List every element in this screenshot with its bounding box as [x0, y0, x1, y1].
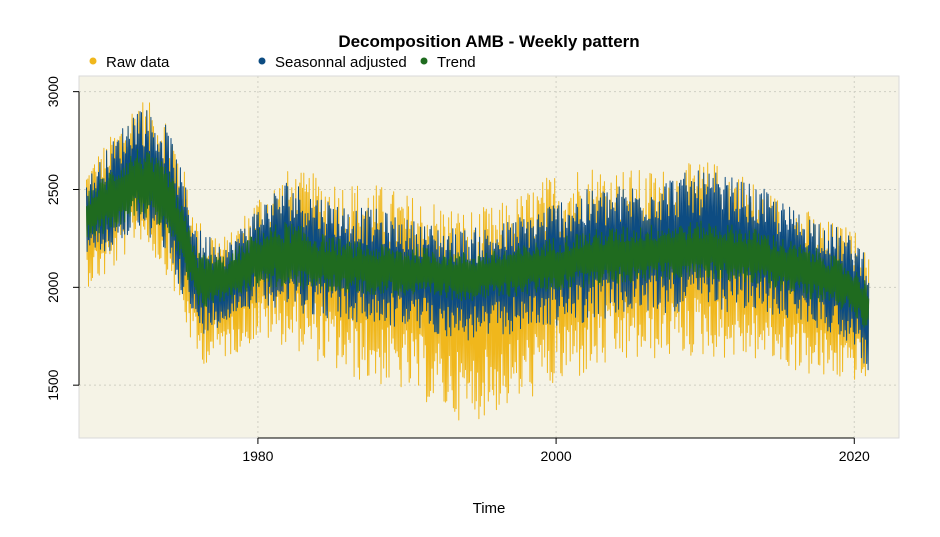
x-tick-label: 2020: [839, 448, 870, 464]
legend-item: Trend: [420, 54, 476, 71]
legend-marker: [89, 57, 97, 65]
series-layer: [86, 102, 870, 421]
y-tick-label: 2500: [45, 174, 61, 205]
legend-marker: [420, 57, 428, 65]
y-tick-label: 3000: [45, 76, 61, 107]
legend: Raw data Seasonnal adjusted Trend: [89, 54, 476, 71]
legend-label: Seasonnal adjusted: [275, 54, 407, 71]
x-axis: 1980 2000 2020: [242, 437, 870, 464]
chart-title: Decomposition AMB - Weekly pattern: [338, 32, 639, 51]
x-axis-label: Time: [473, 500, 506, 517]
x-tick-label: 1980: [242, 448, 273, 464]
legend-label: Raw data: [106, 54, 170, 71]
y-axis: 1500 2000 2500 3000: [45, 76, 80, 401]
legend-item: Seasonnal adjusted: [258, 54, 407, 71]
x-tick-label: 2000: [541, 448, 572, 464]
series-line-trend: [86, 148, 870, 328]
y-tick-label: 1500: [45, 369, 61, 400]
legend-item: Raw data: [89, 54, 170, 71]
legend-marker: [258, 57, 266, 65]
legend-label: Trend: [437, 54, 476, 71]
y-tick-label: 2000: [45, 272, 61, 303]
